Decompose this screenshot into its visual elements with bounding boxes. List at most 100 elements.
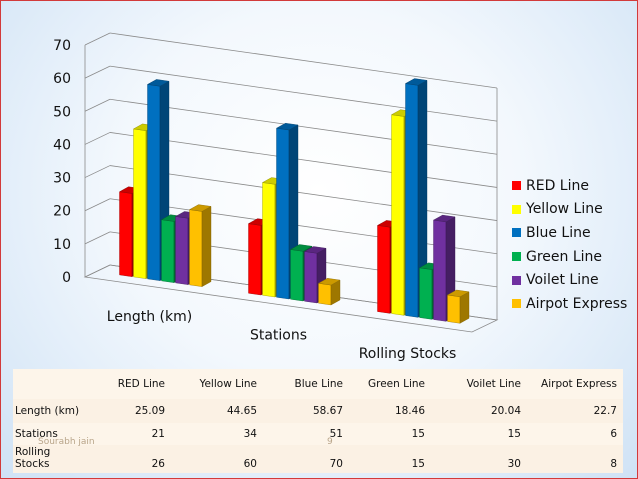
y-tick-label: 60 [53,71,71,87]
y-tick-label: 10 [53,237,71,253]
bar-front [290,249,304,302]
table-header-cell: Green Line [367,378,425,390]
bar-side [459,291,470,324]
table-cell: 58.67 [312,405,343,417]
table-header-cell: Blue Line [294,378,343,390]
y-tick-label: 50 [53,104,71,120]
bar-front [248,223,262,296]
legend-swatch [512,275,521,285]
legend-swatch [512,299,521,309]
legend-item: Blue Line [512,221,627,245]
table-cell: 26 [151,458,165,470]
legend-item: Voilet Line [512,268,627,292]
grid-line [109,132,498,188]
bar-front [161,219,175,283]
table-cell: 15 [507,428,521,440]
bar-front [391,114,405,316]
table-cell: 60 [243,458,257,470]
table-row-label: Stations [15,428,58,440]
bar-front [377,225,391,314]
bar-front [147,84,161,281]
grid-line [84,98,111,112]
x-category-label: Rolling Stocks [359,346,457,362]
table-row: Rolling Stocks 26 60 70 15 30 8 [13,445,623,473]
legend-swatch [512,252,521,262]
table-cell: 18.46 [394,405,425,417]
data-table: RED Line Yellow Line Blue Line Green Lin… [13,369,623,473]
bar-top [188,204,212,212]
table-header-cell: RED Line [117,378,165,390]
table-cell: 44.65 [226,405,257,417]
bar-top [275,122,299,131]
bar-front [447,294,461,324]
legend-label: RED Line [526,177,589,194]
grid-line [84,132,111,145]
bar-top [317,278,341,286]
y-tick-label: 40 [53,137,71,153]
x-category-label: Length (km) [107,309,192,325]
y-tick-label: 70 [53,38,71,54]
table-cell: 70 [329,458,343,470]
bar-front [433,219,447,322]
bar-front [119,191,133,277]
footer-page-number: 9 [327,437,333,447]
table-cell: 6 [610,428,617,440]
chart-legend: RED Line Yellow Line Blue Line Green Line Vo… [512,174,627,316]
bar-front [276,127,290,300]
legend-label: Yellow Line [526,201,603,218]
legend-label: Blue Line [526,224,591,241]
y-tick-label: 0 [62,270,71,286]
table-row-label: Rolling Stocks [15,446,51,470]
table-cell: 22.7 [593,405,617,417]
legend-swatch [512,228,521,238]
bar-front [405,83,419,318]
table-header-cell: Airpot Express [541,378,617,390]
table-cell: 34 [243,428,257,440]
footer-author: Sourabh jain [38,437,95,447]
y-tick-label: 30 [53,171,71,187]
grid-line [109,198,498,255]
bar-top [446,289,470,297]
legend-item: RED Line [512,174,627,198]
grid-line [84,65,111,79]
legend-label: Airpot Express [526,295,628,312]
legend-label: Voilet Line [526,272,599,289]
bar-front [318,283,332,306]
legend-item: Airpot Express [512,292,627,316]
bar-chart-3d: 0 10 20 30 40 50 60 70 Length (km) Stations Rollin… [53,32,499,362]
legend-swatch [512,204,521,214]
table-cell: 25.09 [134,405,165,417]
table-cell: 51 [329,428,343,440]
grid-line [84,165,111,178]
floor [83,264,499,333]
bar-top [432,214,456,223]
table-header-cell: Yellow Line [199,378,257,390]
bar-front [419,267,433,320]
y-tick-label: 20 [53,204,71,220]
table-row-label: Length (km) [15,405,80,417]
table-row: Length (km) 25.09 44.65 58.67 18.46 20.0… [13,399,623,423]
table-header-cell: Voilet Line [466,378,521,390]
bar-side [201,206,212,287]
grid-line [109,98,498,155]
legend-label: Green Line [526,248,603,265]
bar-top [404,78,428,86]
table-row: Stations 21 34 51 15 15 6 [13,423,623,445]
table-cell: 21 [151,428,165,440]
grid-line [109,32,498,89]
table-cell: 20.04 [490,405,521,417]
x-category-label: Stations [250,328,307,344]
grid-line [109,165,498,221]
bar-front [175,216,189,285]
bar-top [146,79,170,87]
grid-line [84,32,111,46]
bar-top [303,246,327,254]
bar-top [289,244,313,252]
legend-swatch [512,181,521,191]
grid-line [84,231,111,245]
table-cell: 8 [610,458,617,470]
table-cell: 15 [411,458,425,470]
bar-front [189,209,203,287]
table-cell: 30 [507,458,521,470]
table-header-row: RED Line Yellow Line Blue Line Green Lin… [13,369,623,399]
